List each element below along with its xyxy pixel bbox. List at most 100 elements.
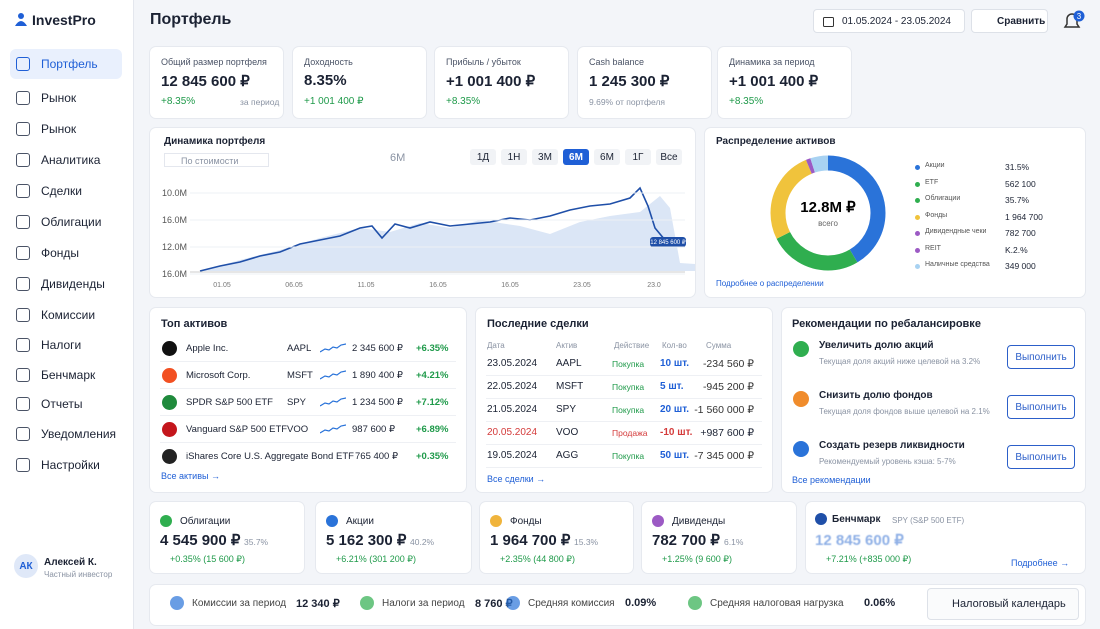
period-button[interactable]: 1Г — [625, 149, 651, 165]
link[interactable]: Подробнее → — [1011, 558, 1070, 568]
row-divider — [160, 388, 456, 389]
asset-logo — [162, 449, 177, 464]
table-cell: 5 шт. — [660, 381, 684, 392]
asset-value: 1 234 500 ₽ — [352, 397, 403, 408]
rec-title: Создать резерв ликвидности — [819, 440, 965, 451]
card-title: Последние сделки — [487, 318, 589, 330]
asset-logo — [162, 395, 177, 410]
nav-item[interactable]: Комиссии — [10, 300, 122, 330]
rec-desc: Рекомендуемый уровень кэша: 5-7% — [819, 457, 956, 466]
x-label: 01.05 — [213, 282, 231, 289]
footer-card: Налоговый календарь Комиссии за период 12… — [150, 585, 1085, 625]
nav-item[interactable]: Налоги — [10, 330, 122, 360]
card-title: Рекомендации по ребалансировке — [792, 318, 981, 330]
legend-dot — [915, 181, 920, 187]
nav-item[interactable]: Дивиденды — [10, 269, 122, 299]
donut-segment — [770, 155, 886, 271]
avatar[interactable]: АК — [14, 554, 38, 578]
table-cell: 50 шт. — [660, 450, 690, 461]
compare-button[interactable]: Сравнить — [971, 9, 1048, 33]
kpi-label: Cash balance — [589, 57, 645, 67]
nav-item[interactable]: Уведомления — [10, 419, 122, 449]
donut-total: 12.8M ₽ — [800, 199, 856, 216]
rec-button[interactable]: Выполнить — [1007, 445, 1075, 469]
table-cell: 21.05.2024 — [487, 404, 538, 415]
link[interactable]: Подробнее о распределении — [716, 279, 824, 288]
nav-item[interactable]: Облигации — [10, 207, 122, 237]
legend-dot — [915, 198, 920, 203]
legend-value: 562 100 — [1005, 178, 1036, 189]
card-title: Топ активов — [161, 318, 228, 330]
rec-desc: Текущая доля фондов выше целевой на 2.1% — [819, 407, 990, 416]
sparkline — [320, 370, 346, 380]
y-label: 16.0M — [162, 269, 187, 279]
asset-logo — [162, 368, 177, 383]
row-divider — [486, 421, 762, 422]
stat-icon — [688, 596, 702, 610]
y-label: 10.0M — [162, 188, 187, 198]
notifications[interactable]: 3 — [1062, 10, 1086, 32]
notification-badge: 3 — [1077, 12, 1082, 21]
donut: 12.8M ₽ всего — [770, 155, 886, 271]
period-button[interactable]: 1Д — [470, 149, 496, 165]
nav-item[interactable]: Рынок — [10, 83, 122, 113]
asset-logo — [162, 422, 177, 437]
period-button[interactable]: Все — [656, 149, 682, 165]
period-button[interactable]: 6М — [594, 149, 620, 165]
nav-item[interactable]: Настройки — [10, 450, 122, 480]
date-picker[interactable]: 01.05.2024 - 23.05.2024 — [813, 9, 965, 33]
stat-value: 0.06% — [864, 597, 896, 609]
page-title: Портфель — [150, 11, 232, 28]
period-button[interactable]: 3М — [532, 149, 558, 165]
table-cell: Покупка — [612, 451, 645, 461]
nav-icon — [16, 153, 30, 167]
nav-icon — [16, 368, 30, 382]
asset-value: 1 890 400 ₽ — [352, 370, 403, 381]
kpi-change: +8.35% — [446, 96, 481, 107]
nav-item[interactable]: Сделки — [10, 176, 122, 206]
deals-card: Последние сделки Все сделки → Дата Актив Д… — [476, 308, 772, 492]
x-label: 16.05 — [501, 282, 519, 289]
link[interactable]: Все сделки → — [487, 474, 546, 484]
class-card: Облигации 4 545 900 ₽35.7% +0.35% (15 600 … — [150, 502, 304, 573]
nav-icon — [16, 215, 30, 229]
kpi-card: Динамика за период +1 001 400 ₽ +8.35% — [718, 47, 851, 118]
mode-select[interactable]: По стоимости — [164, 153, 269, 167]
nav-item[interactable]: Портфель — [10, 49, 122, 79]
asset-change: +7.12% — [416, 397, 449, 408]
legend-dot — [915, 247, 920, 253]
class-value: 782 700 ₽ — [652, 532, 720, 549]
table-cell: -10 шт. — [660, 427, 693, 438]
row-divider — [486, 398, 762, 399]
nav-icon — [16, 308, 30, 322]
period-button[interactable]: 1Н — [501, 149, 527, 165]
legend-dot — [915, 264, 920, 269]
link[interactable]: Все активы → — [161, 471, 220, 481]
kpi-value: +1 001 400 ₽ — [729, 73, 819, 90]
tax-calendar-button[interactable]: Налоговый календарь — [927, 588, 1079, 620]
nav-icon — [16, 427, 30, 441]
link[interactable]: Все рекомендации — [792, 475, 871, 485]
benchmark-ticker: SPY (S&P 500 ETF) — [892, 516, 965, 525]
sparkline — [320, 343, 346, 353]
nav-icon — [16, 397, 30, 411]
top-assets-card: Топ активов Все активы → Apple Inc. AAPL 2… — [150, 308, 466, 492]
table-cell: -945 200 ₽ — [702, 381, 754, 393]
nav-item[interactable]: Фонды — [10, 238, 122, 268]
rec-button[interactable]: Выполнить — [1007, 345, 1075, 369]
asset-value: 765 400 ₽ — [355, 451, 399, 462]
donut-segment — [770, 155, 886, 271]
nav-item[interactable]: Аналитика — [10, 145, 122, 175]
asset-value: 2 345 600 ₽ — [352, 343, 403, 354]
nav-item[interactable]: Отчеты — [10, 389, 122, 419]
toolbar-range[interactable]: 6M — [390, 152, 406, 164]
table-cell: -7 345 000 ₽ — [694, 450, 754, 462]
nav-item[interactable]: Рынок — [10, 114, 122, 144]
period-button[interactable]: 6М — [563, 149, 589, 165]
nav-item[interactable]: Бенчмарк — [10, 360, 122, 390]
class-share: 35.7% — [244, 537, 269, 547]
asset-name: iShares Core U.S. Aggregate Bond ETF — [186, 451, 354, 462]
rec-button[interactable]: Выполнить — [1007, 395, 1075, 419]
table-cell: AGG — [556, 450, 579, 461]
rec-icon — [793, 391, 809, 407]
